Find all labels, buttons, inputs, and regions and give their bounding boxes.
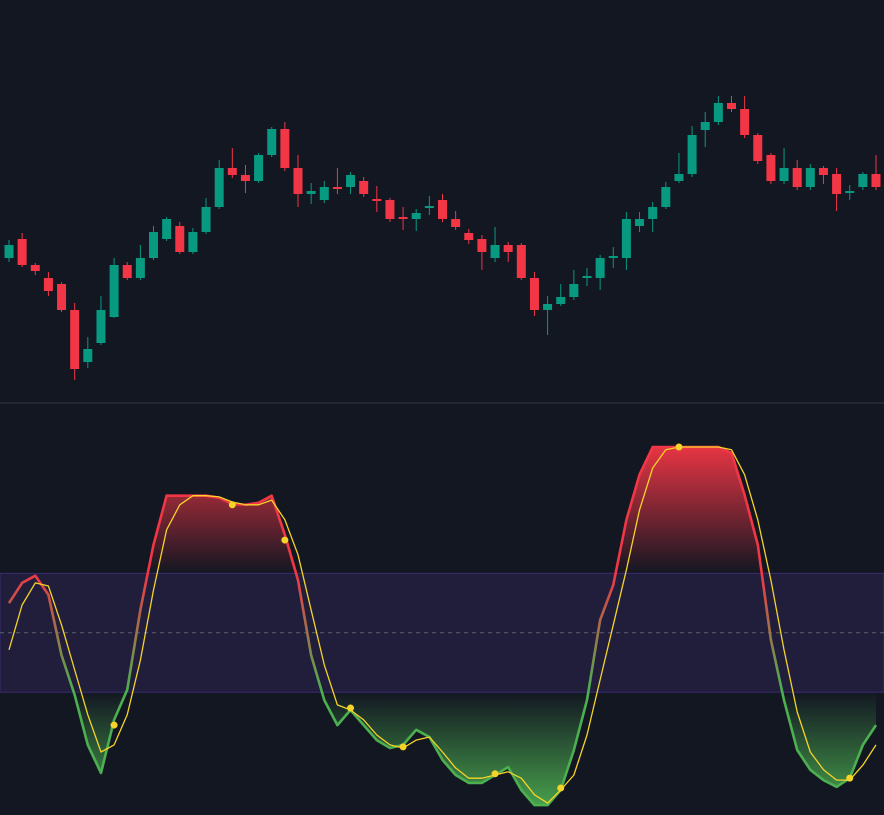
candle-body xyxy=(451,219,461,227)
candle-body xyxy=(398,217,408,219)
candle-body xyxy=(503,245,513,252)
candle-body xyxy=(477,239,487,252)
candle-body xyxy=(227,168,237,175)
cross-marker xyxy=(846,774,854,782)
candle-body xyxy=(424,206,434,208)
candle-body xyxy=(543,304,553,310)
candle-body xyxy=(608,256,618,258)
candle-body xyxy=(201,207,211,232)
candle-body xyxy=(438,200,447,219)
candle-body xyxy=(149,232,158,258)
candle-body xyxy=(621,219,631,258)
candle-body xyxy=(582,276,592,278)
candle-body xyxy=(661,187,671,207)
candle-body xyxy=(240,175,250,181)
candle-body xyxy=(805,168,815,187)
candle-body xyxy=(254,155,264,181)
candle-body xyxy=(871,174,881,187)
candle-body xyxy=(175,226,185,252)
candle-body xyxy=(280,129,290,168)
candle-body xyxy=(332,187,342,189)
cross-marker xyxy=(347,704,355,712)
candle-body xyxy=(727,103,736,109)
candle-body xyxy=(516,245,526,278)
candle-body xyxy=(135,258,145,278)
candle-body xyxy=(17,239,27,265)
candle-body xyxy=(70,310,80,369)
candle-body xyxy=(845,191,855,193)
candle-body xyxy=(162,219,172,239)
candle-body xyxy=(188,232,198,252)
candle-body xyxy=(569,284,579,297)
candle-body xyxy=(57,284,67,310)
candle-body xyxy=(792,168,802,187)
candle-body xyxy=(766,155,776,181)
candle-body xyxy=(464,233,474,240)
slow-line xyxy=(8,446,877,804)
cross-marker xyxy=(491,770,499,778)
cross-marker xyxy=(675,443,683,451)
cross-marker xyxy=(228,501,236,509)
candle-body xyxy=(687,135,697,174)
candle-body xyxy=(713,103,723,122)
candle-body xyxy=(214,168,224,207)
candle-body xyxy=(595,258,605,278)
area-high xyxy=(9,447,876,574)
cross-marker xyxy=(399,743,407,751)
candle-body xyxy=(4,245,14,258)
candle-body xyxy=(753,135,763,161)
candle-body xyxy=(385,200,395,219)
candle-body xyxy=(740,109,750,135)
candle-body xyxy=(372,199,382,201)
candle-body xyxy=(109,265,119,317)
cross-marker xyxy=(281,536,289,544)
candle-body xyxy=(359,181,369,194)
candle-body xyxy=(411,213,421,219)
candle-body xyxy=(635,219,645,226)
candle-body xyxy=(293,168,303,194)
candle-body xyxy=(43,278,53,291)
candle-body xyxy=(529,278,539,310)
candle-body xyxy=(96,310,106,343)
candle-body xyxy=(858,174,868,187)
fast-line xyxy=(7,445,878,807)
candle-body xyxy=(267,129,277,155)
candle-body xyxy=(832,174,842,194)
candle-body xyxy=(779,168,789,181)
candle-body xyxy=(648,207,658,219)
cross-marker xyxy=(110,721,118,729)
candle-body xyxy=(30,265,40,271)
candle-body xyxy=(674,174,684,181)
candle-body xyxy=(122,265,132,278)
cross-marker xyxy=(557,784,565,792)
candle-body xyxy=(700,122,710,130)
candle-body xyxy=(818,168,828,175)
candle-body xyxy=(490,245,500,258)
candle-body xyxy=(346,175,356,187)
candle-body xyxy=(556,297,566,304)
candle-body xyxy=(306,191,316,194)
candle-body xyxy=(83,349,93,362)
candle-body xyxy=(319,187,329,200)
area-low xyxy=(73,692,876,806)
